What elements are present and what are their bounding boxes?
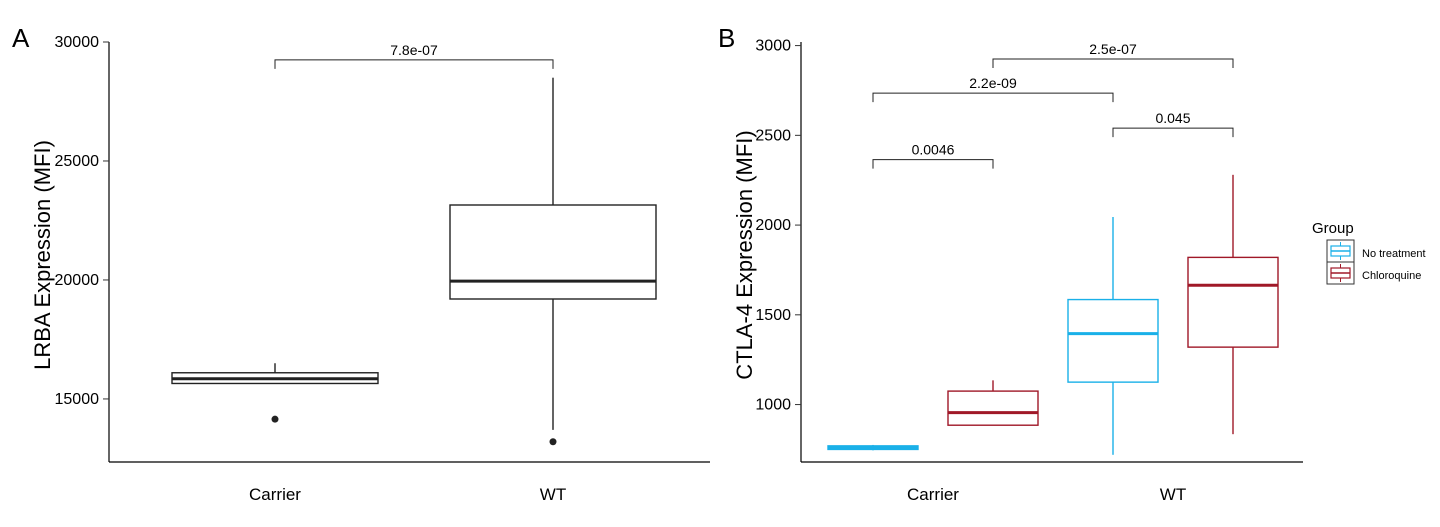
bracket-line [992,58,1234,69]
y-tick-label: 1500 [755,307,791,324]
y-tick-label: 20000 [55,272,100,289]
box-carrier-chloroquine [947,380,1039,426]
box-carrier [171,363,379,423]
box-wt-no-treatment [1067,217,1159,455]
outlier-point [271,415,279,423]
panel-b-category-wt: WT [1160,485,1186,504]
box-iqr [1067,298,1159,383]
y-tick-label: 25000 [55,153,100,170]
legend-key-chloroquine [1326,261,1355,285]
panel-b-significance: 0.0046 2.2e-09 0.045 2.5e-07 [872,41,1234,169]
panel-b-tag: B [718,23,735,53]
bracket-line [274,59,554,69]
box-iqr [1187,256,1279,348]
panel-a-y-axis-title: LRBA Expression (MFI) [30,140,55,370]
panel-b-y-axis-title: CTLA-4 Expression (MFI) [732,130,757,379]
p-value-label: 0.045 [1155,110,1190,126]
significance-bracket: 0.0046 [872,142,994,169]
significance-bracket: 2.5e-07 [992,41,1234,69]
bracket-line [1112,127,1234,138]
outlier-point [549,438,557,446]
bracket-line [872,159,994,169]
legend-label-chloroquine: Chloroquine [1362,270,1421,282]
box-carrier-no-treatment [827,444,919,451]
p-value-label: 2.5e-07 [1089,41,1137,57]
panel-a-significance: 7.8e-07 [274,42,554,69]
panel-a: A LRBA Expression (MFI) 15000 20000 25000 3… [12,23,710,504]
legend-title: Group [1312,220,1354,237]
y-tick-label: 1000 [755,397,791,414]
panel-b-y-ticks: 1000 1500 2000 2500 3000 [755,38,801,414]
panel-b-category-carrier: Carrier [907,485,959,504]
significance-bracket: 0.045 [1112,110,1234,138]
box-wt-chloroquine [1187,174,1279,435]
panel-a-tag: A [12,23,30,53]
significance-bracket: 2.2e-09 [872,75,1114,103]
legend-key-no-treatment [1326,239,1355,263]
panel-a-category-carrier: Carrier [249,485,301,504]
y-tick-label: 15000 [55,391,100,408]
significance-bracket: 7.8e-07 [274,42,554,69]
legend: Group No treatment Chloroquine [1312,220,1426,285]
legend-label-no-treatment: No treatment [1362,248,1426,260]
panel-b-boxes [827,174,1279,455]
panel-a-y-ticks: 15000 20000 25000 30000 [55,34,109,408]
y-tick-label: 2000 [755,217,791,234]
bracket-line [872,92,1114,103]
box-iqr [947,390,1039,426]
y-tick-label: 30000 [55,34,100,51]
p-value-label: 7.8e-07 [390,42,438,58]
y-tick-label: 2500 [755,127,791,144]
panel-b: B CTLA-4 Expression (MFI) 1000 1500 2000 25… [718,23,1426,504]
y-tick-label: 3000 [755,38,791,55]
p-value-label: 2.2e-09 [969,75,1017,91]
p-value-label: 0.0046 [912,142,955,158]
panel-a-boxes [171,77,657,446]
panel-a-category-wt: WT [540,485,566,504]
box-wt [449,77,657,446]
box-iqr [449,204,657,300]
